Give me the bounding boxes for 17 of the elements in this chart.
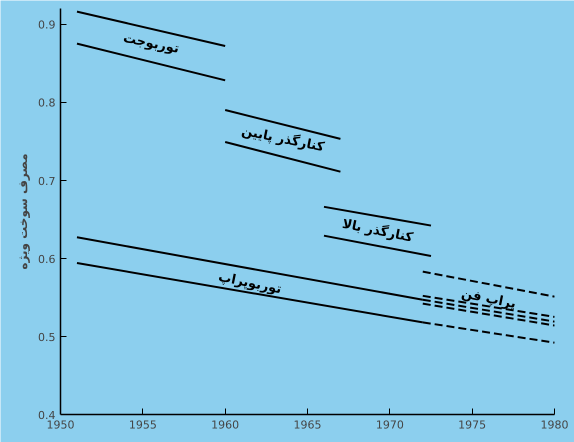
- y-tick-label: 0.8: [38, 96, 56, 110]
- x-tick-label: 1980: [540, 418, 569, 432]
- x-tick-label: 1970: [376, 418, 404, 432]
- text: کنارگذر بالا: [340, 216, 415, 246]
- text: توربوپراپ: [216, 270, 283, 298]
- x-tick-label: 1955: [128, 418, 157, 432]
- text: کنارگذر پایین: [240, 122, 326, 156]
- y-tick-label: 0.5: [38, 330, 56, 344]
- y-tick-label: 0.6: [38, 252, 56, 266]
- x-tick-label: 1975: [458, 418, 486, 432]
- x-tick-label: 1960: [211, 418, 240, 432]
- text: توربوجت: [122, 30, 180, 57]
- x-tick-label: 1965: [294, 418, 322, 432]
- y-axis-title: مصرف سوخت ویژه: [16, 153, 30, 270]
- y-tick-label: 0.7: [38, 174, 56, 188]
- y-tick-label: 0.9: [38, 18, 56, 32]
- text: پراپ فن: [460, 286, 518, 312]
